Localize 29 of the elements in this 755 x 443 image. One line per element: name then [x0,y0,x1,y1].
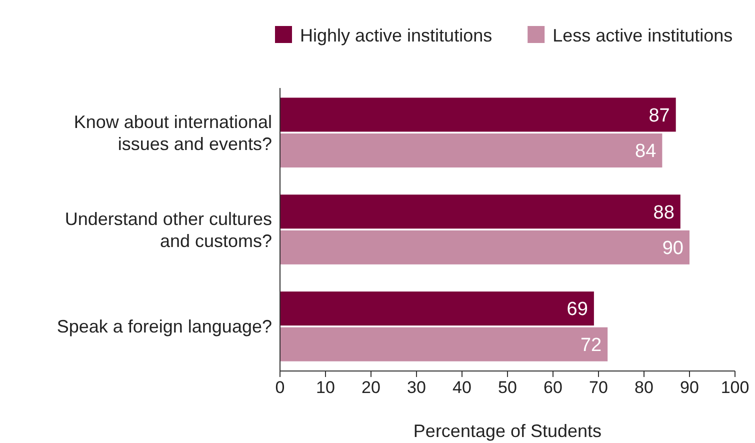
data-label: 84 [635,141,657,162]
x-tick-label: 90 [680,378,699,397]
x-tick-label: 70 [589,378,608,397]
data-label: 88 [653,202,674,224]
x-tick-label: 100 [720,378,750,397]
x-tick-label: 60 [544,378,562,397]
y-tick-label: Understand other cultures and customs? [64,208,272,251]
data-label: 87 [648,105,670,126]
bar [280,194,680,229]
x-tick-label: 0 [275,378,285,397]
x-tick-label: 10 [316,378,335,397]
x-tick-label: 40 [452,378,472,397]
x-tick-label: 50 [498,378,517,397]
y-tick-label: Know about international issues and events? [74,112,272,154]
bar [280,327,608,362]
x-tick-label: 20 [362,378,380,397]
legend-label: Highly active institutions [300,25,492,46]
data-label: 69 [566,299,588,320]
legend-label: Less active institutions [552,25,733,46]
bar [280,133,662,168]
y-tick-label: Speak a foreign language? [56,316,272,337]
bar [280,98,676,132]
data-label: 72 [580,334,602,356]
x-tick-label: 30 [407,378,426,397]
data-label: 90 [662,238,684,260]
bar [280,292,594,326]
bar [280,230,690,264]
x-tick-label: 80 [634,378,654,397]
x-axis-title: Percentage of Students [413,421,602,441]
